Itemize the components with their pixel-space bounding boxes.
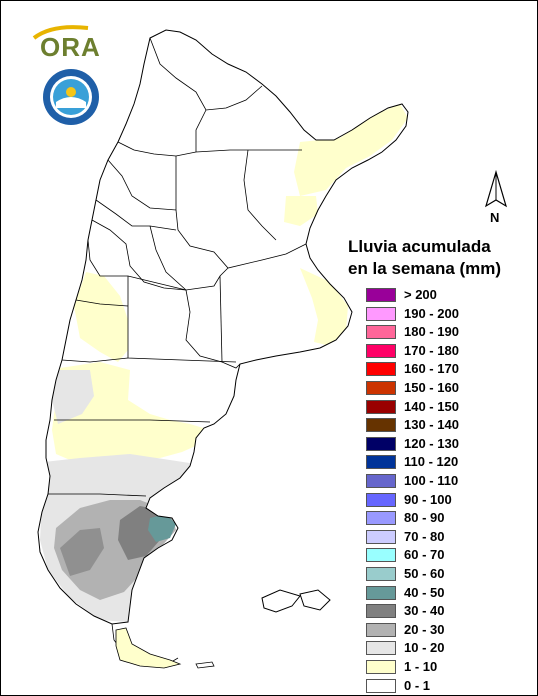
legend-label: 30 - 40 (404, 603, 445, 619)
legend-swatch (366, 381, 396, 395)
legend-swatch (366, 436, 396, 451)
legend-label: 40 - 50 (404, 584, 445, 600)
legend-label: 1 - 10 (404, 659, 438, 674)
legend-label: 170 - 180 (404, 342, 459, 358)
legend-label: 10 - 20 (404, 640, 445, 656)
ora-logo-text: ORA (40, 32, 101, 62)
legend-swatch (366, 511, 396, 526)
zone-40-50 (148, 514, 176, 542)
legend-swatch (366, 306, 396, 321)
legend-item: 190 - 200 (366, 305, 516, 321)
legend-label: 120 - 130 (404, 435, 459, 451)
legend-label: 130 - 140 (404, 417, 459, 433)
legend-item: 120 - 130 (366, 435, 516, 451)
legend-item: > 200 (366, 287, 516, 302)
legend-swatch (366, 399, 396, 414)
legend-title-line1: Lluvia acumulada (348, 237, 491, 256)
legend-item: 90 - 100 (366, 491, 516, 507)
legend-swatch (366, 660, 396, 674)
legend-label: > 200 (404, 287, 437, 302)
north-arrow-icon (484, 170, 508, 208)
legend-label: 90 - 100 (404, 491, 452, 507)
legend-label: 180 - 190 (404, 324, 459, 340)
legend-swatch (366, 585, 396, 600)
legend-item: 70 - 80 (366, 528, 516, 544)
legend-swatch (366, 325, 396, 340)
legend-swatch (366, 678, 396, 693)
legend-label: 50 - 60 (404, 566, 445, 581)
legend-item: 180 - 190 (366, 324, 516, 340)
legend-label: 60 - 70 (404, 547, 445, 563)
legend-item: 30 - 40 (366, 603, 516, 619)
legend-label: 160 - 170 (404, 361, 459, 377)
legend-item: 1 - 10 (366, 659, 516, 674)
province-boundaries (48, 37, 307, 665)
legend-item: 160 - 170 (366, 361, 516, 377)
legend-label: 110 - 120 (404, 454, 459, 470)
legend-item: 150 - 160 (366, 380, 516, 395)
legend-swatch (366, 492, 396, 507)
legend-label: 20 - 30 (404, 621, 445, 637)
legend-item: 110 - 120 (366, 454, 516, 470)
legend-swatch (366, 548, 396, 563)
legend-item: 170 - 180 (366, 342, 516, 358)
legend-label: 140 - 150 (404, 398, 459, 414)
legend-label: 150 - 160 (404, 380, 459, 395)
smn-seal-icon (43, 69, 99, 125)
legend-swatch (366, 362, 396, 377)
legend-swatch (366, 474, 396, 488)
legend-item: 50 - 60 (366, 566, 516, 581)
tierra-del-fuego (115, 627, 182, 669)
legend-swatch (366, 343, 396, 358)
legend-item: 60 - 70 (366, 547, 516, 563)
legend-swatch (366, 418, 396, 433)
zone-1-10-east (284, 196, 318, 226)
legend-label: 0 - 1 (404, 677, 431, 693)
legend-swatch (366, 529, 396, 544)
legend-swatch (366, 288, 396, 302)
legend-item: 140 - 150 (366, 398, 516, 414)
legend-swatch (366, 567, 396, 581)
swoosh-icon (32, 25, 89, 40)
isla-estados (195, 661, 215, 669)
malvinas-islands (261, 589, 331, 613)
legend-title-line2: en la semana (mm) (348, 259, 502, 278)
ora-logo: ORA (32, 18, 112, 68)
zone-1-10-cuyo (74, 272, 128, 362)
zone-1-10-northeast (294, 104, 408, 196)
north-label: N (490, 210, 500, 225)
legend-item: 10 - 20 (366, 640, 516, 656)
legend-label: 80 - 90 (404, 510, 445, 526)
rainfall-zones (40, 104, 408, 622)
legend-label: 70 - 80 (404, 528, 445, 544)
legend-item: 40 - 50 (366, 584, 516, 600)
legend-swatch (366, 604, 396, 619)
legend-title: Lluvia acumulada en la semana (mm) (348, 236, 501, 280)
legend-item: 130 - 140 (366, 417, 516, 433)
legend-item: 100 - 110 (366, 473, 516, 488)
legend-item: 80 - 90 (366, 510, 516, 526)
legend-label: 100 - 110 (404, 473, 459, 488)
legend-item: 20 - 30 (366, 621, 516, 637)
legend-swatch (366, 622, 396, 637)
legend-swatch (366, 641, 396, 656)
legend-label: 190 - 200 (404, 305, 459, 321)
zone-1-10-buenos-aires (300, 268, 348, 346)
zone-10-20-patagonia (52, 370, 94, 424)
zone-30-40-west (60, 528, 104, 576)
legend-item: 0 - 1 (366, 677, 516, 693)
legend-swatch (366, 455, 396, 470)
